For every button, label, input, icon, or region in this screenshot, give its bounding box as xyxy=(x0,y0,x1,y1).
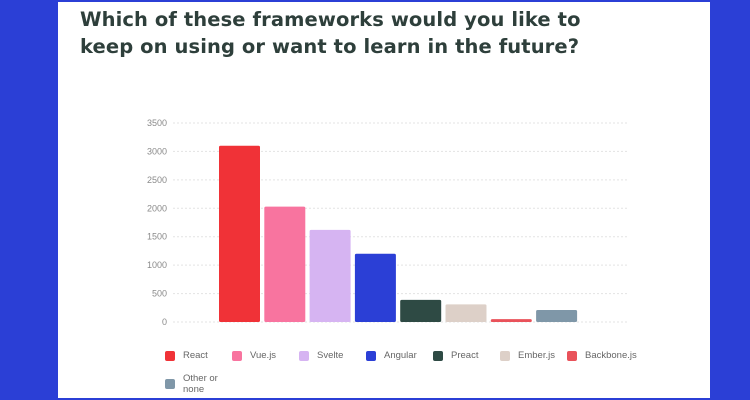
bar-angular xyxy=(354,253,396,322)
bar-svelte xyxy=(309,229,351,322)
legend-label: Backbone.js xyxy=(585,350,637,361)
chart-legend: React Vue.js Svelte Angular Preact Ember.js Ba… xyxy=(165,350,645,395)
legend-swatch xyxy=(567,350,577,361)
legend-item: Backbone.js xyxy=(567,350,637,361)
legend-item: Preact xyxy=(433,350,500,361)
legend-label: Preact xyxy=(451,350,479,361)
y-tick-label: 3000 xyxy=(147,146,167,156)
bar-backbone-js xyxy=(490,319,532,322)
legend-swatch xyxy=(500,350,510,361)
bar-chart: 0 500 1000 1500 2000 2500 3000 3500 xyxy=(147,118,628,327)
legend-label: Other or none xyxy=(183,373,218,395)
y-tick-label: 0 xyxy=(162,317,167,327)
legend-swatch xyxy=(232,350,242,361)
y-tick-label: 2500 xyxy=(147,175,167,185)
legend-swatch xyxy=(433,350,443,361)
legend-swatch xyxy=(366,350,376,361)
y-tick-label: 1500 xyxy=(147,232,167,242)
legend-label: Vue.js xyxy=(250,350,277,361)
legend-item: Svelte xyxy=(299,350,366,361)
legend-swatch xyxy=(299,350,309,361)
y-tick-label: 2000 xyxy=(147,203,167,213)
legend-item: React xyxy=(165,350,232,361)
legend-item: Vue.js xyxy=(232,350,299,361)
legend-item: Other or none xyxy=(165,373,232,395)
y-tick-label: 500 xyxy=(152,289,167,299)
legend-item: Angular xyxy=(366,350,433,361)
legend-label: Angular xyxy=(384,350,417,361)
legend-swatch xyxy=(165,350,175,361)
chart-card xyxy=(58,2,710,398)
bar-preact xyxy=(400,299,442,322)
legend-item: Ember.js xyxy=(500,350,567,361)
y-tick-label: 3500 xyxy=(147,118,167,128)
bar-ember-js xyxy=(445,304,487,322)
bar-other-or-none xyxy=(536,310,578,322)
bar-react xyxy=(219,145,260,322)
legend-label: React xyxy=(183,350,208,361)
chart-title: Which of these frameworks would you like… xyxy=(80,8,581,58)
legend-label: Svelte xyxy=(317,350,344,361)
bar-vue-js xyxy=(264,206,306,322)
legend-label: Ember.js xyxy=(518,350,555,361)
legend-swatch xyxy=(165,379,175,389)
y-tick-label: 1000 xyxy=(147,260,167,270)
